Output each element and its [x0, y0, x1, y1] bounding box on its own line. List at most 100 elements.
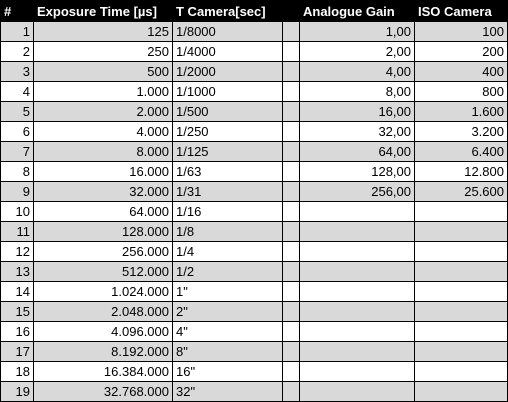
iso-camera-cell: 12.800	[414, 161, 508, 182]
analogue-gain-cell: 4,00	[299, 61, 415, 82]
table-row: 14 1.024.000 1"	[0, 281, 508, 302]
analogue-gain-cell	[299, 241, 415, 262]
spacer-cell	[282, 101, 300, 122]
row-index: 3	[0, 61, 34, 82]
table-row: 17 8.192.000 8"	[0, 341, 508, 362]
table-row: 5 2.000 1/500 16,00 1.600	[0, 101, 508, 122]
analogue-gain-cell	[299, 281, 415, 302]
table-row: 7 8.000 1/125 64,00 6.400	[0, 141, 508, 162]
row-index: 12	[0, 241, 34, 262]
row-index: 14	[0, 281, 34, 302]
t-camera-cell: 1/500	[172, 101, 283, 122]
exposure-time-cell: 4.096.000	[33, 321, 173, 342]
t-camera-cell: 1/31	[172, 181, 283, 202]
spacer-cell	[282, 121, 300, 142]
iso-camera-cell	[414, 321, 508, 342]
analogue-gain-cell: 256,00	[299, 181, 415, 202]
spacer-cell	[282, 161, 300, 182]
table-row: 11 128.000 1/8	[0, 221, 508, 242]
exposure-time-cell: 4.000	[33, 121, 173, 142]
header-spacer	[282, 0, 300, 22]
exposure-time-cell: 2.048.000	[33, 301, 173, 322]
spacer-cell	[282, 41, 300, 62]
table-row: 16 4.096.000 4"	[0, 321, 508, 342]
iso-camera-cell	[414, 361, 508, 382]
t-camera-cell: 1/2000	[172, 61, 283, 82]
iso-camera-cell: 400	[414, 61, 508, 82]
t-camera-cell: 1/63	[172, 161, 283, 182]
analogue-gain-cell: 8,00	[299, 81, 415, 102]
spacer-cell	[282, 61, 300, 82]
spacer-cell	[282, 301, 300, 322]
t-camera-cell: 1/1000	[172, 81, 283, 102]
exposure-time-cell: 256.000	[33, 241, 173, 262]
table-row: 1 125 1/8000 1,00 100	[0, 21, 508, 42]
analogue-gain-cell: 2,00	[299, 41, 415, 62]
t-camera-cell: 1/8000	[172, 21, 283, 42]
iso-camera-cell	[414, 261, 508, 282]
header-t-camera: T Camera[sec]	[172, 0, 283, 22]
row-index: 19	[0, 381, 34, 402]
spacer-cell	[282, 21, 300, 42]
table-row: 4 1.000 1/1000 8,00 800	[0, 81, 508, 102]
iso-camera-cell: 1.600	[414, 101, 508, 122]
header-row: # Exposure Time [µs] T Camera[sec] Analo…	[0, 0, 508, 22]
row-index: 10	[0, 201, 34, 222]
row-index: 13	[0, 261, 34, 282]
analogue-gain-cell	[299, 301, 415, 322]
iso-camera-cell	[414, 341, 508, 362]
row-index: 1	[0, 21, 34, 42]
spacer-cell	[282, 181, 300, 202]
iso-camera-cell	[414, 241, 508, 262]
analogue-gain-cell	[299, 361, 415, 382]
analogue-gain-cell	[299, 221, 415, 242]
exposure-time-cell: 64.000	[33, 201, 173, 222]
t-camera-cell: 1/125	[172, 141, 283, 162]
table-row: 8 16.000 1/63 128,00 12.800	[0, 161, 508, 182]
analogue-gain-cell	[299, 261, 415, 282]
t-camera-cell: 32"	[172, 381, 283, 402]
table-row: 3 500 1/2000 4,00 400	[0, 61, 508, 82]
row-index: 17	[0, 341, 34, 362]
analogue-gain-cell	[299, 381, 415, 402]
analogue-gain-cell: 64,00	[299, 141, 415, 162]
spacer-cell	[282, 241, 300, 262]
t-camera-cell: 2"	[172, 301, 283, 322]
row-index: 7	[0, 141, 34, 162]
iso-camera-cell: 6.400	[414, 141, 508, 162]
row-index: 6	[0, 121, 34, 142]
analogue-gain-cell: 1,00	[299, 21, 415, 42]
exposure-time-cell: 2.000	[33, 101, 173, 122]
exposure-time-cell: 8.000	[33, 141, 173, 162]
exposure-time-cell: 16.384.000	[33, 361, 173, 382]
iso-camera-cell	[414, 201, 508, 222]
spacer-cell	[282, 341, 300, 362]
t-camera-cell: 1/4	[172, 241, 283, 262]
spacer-cell	[282, 321, 300, 342]
exposure-time-cell: 512.000	[33, 261, 173, 282]
t-camera-cell: 1/4000	[172, 41, 283, 62]
iso-camera-cell: 800	[414, 81, 508, 102]
iso-camera-cell	[414, 221, 508, 242]
t-camera-cell: 1"	[172, 281, 283, 302]
row-index: 4	[0, 81, 34, 102]
table-row: 15 2.048.000 2"	[0, 301, 508, 322]
row-index: 16	[0, 321, 34, 342]
table-row: 6 4.000 1/250 32,00 3.200	[0, 121, 508, 142]
exposure-time-cell: 16.000	[33, 161, 173, 182]
header-index: #	[0, 0, 34, 22]
header-exposure-time: Exposure Time [µs]	[33, 0, 173, 22]
row-index: 11	[0, 221, 34, 242]
header-analogue-gain: Analogue Gain	[299, 0, 415, 22]
table-row: 10 64.000 1/16	[0, 201, 508, 222]
row-index: 18	[0, 361, 34, 382]
spacer-cell	[282, 361, 300, 382]
iso-camera-cell	[414, 281, 508, 302]
header-iso-camera: ISO Camera	[414, 0, 508, 22]
t-camera-cell: 4"	[172, 321, 283, 342]
t-camera-cell: 1/250	[172, 121, 283, 142]
spacer-cell	[282, 201, 300, 222]
exposure-time-cell: 1.024.000	[33, 281, 173, 302]
analogue-gain-cell	[299, 321, 415, 342]
iso-camera-cell: 25.600	[414, 181, 508, 202]
